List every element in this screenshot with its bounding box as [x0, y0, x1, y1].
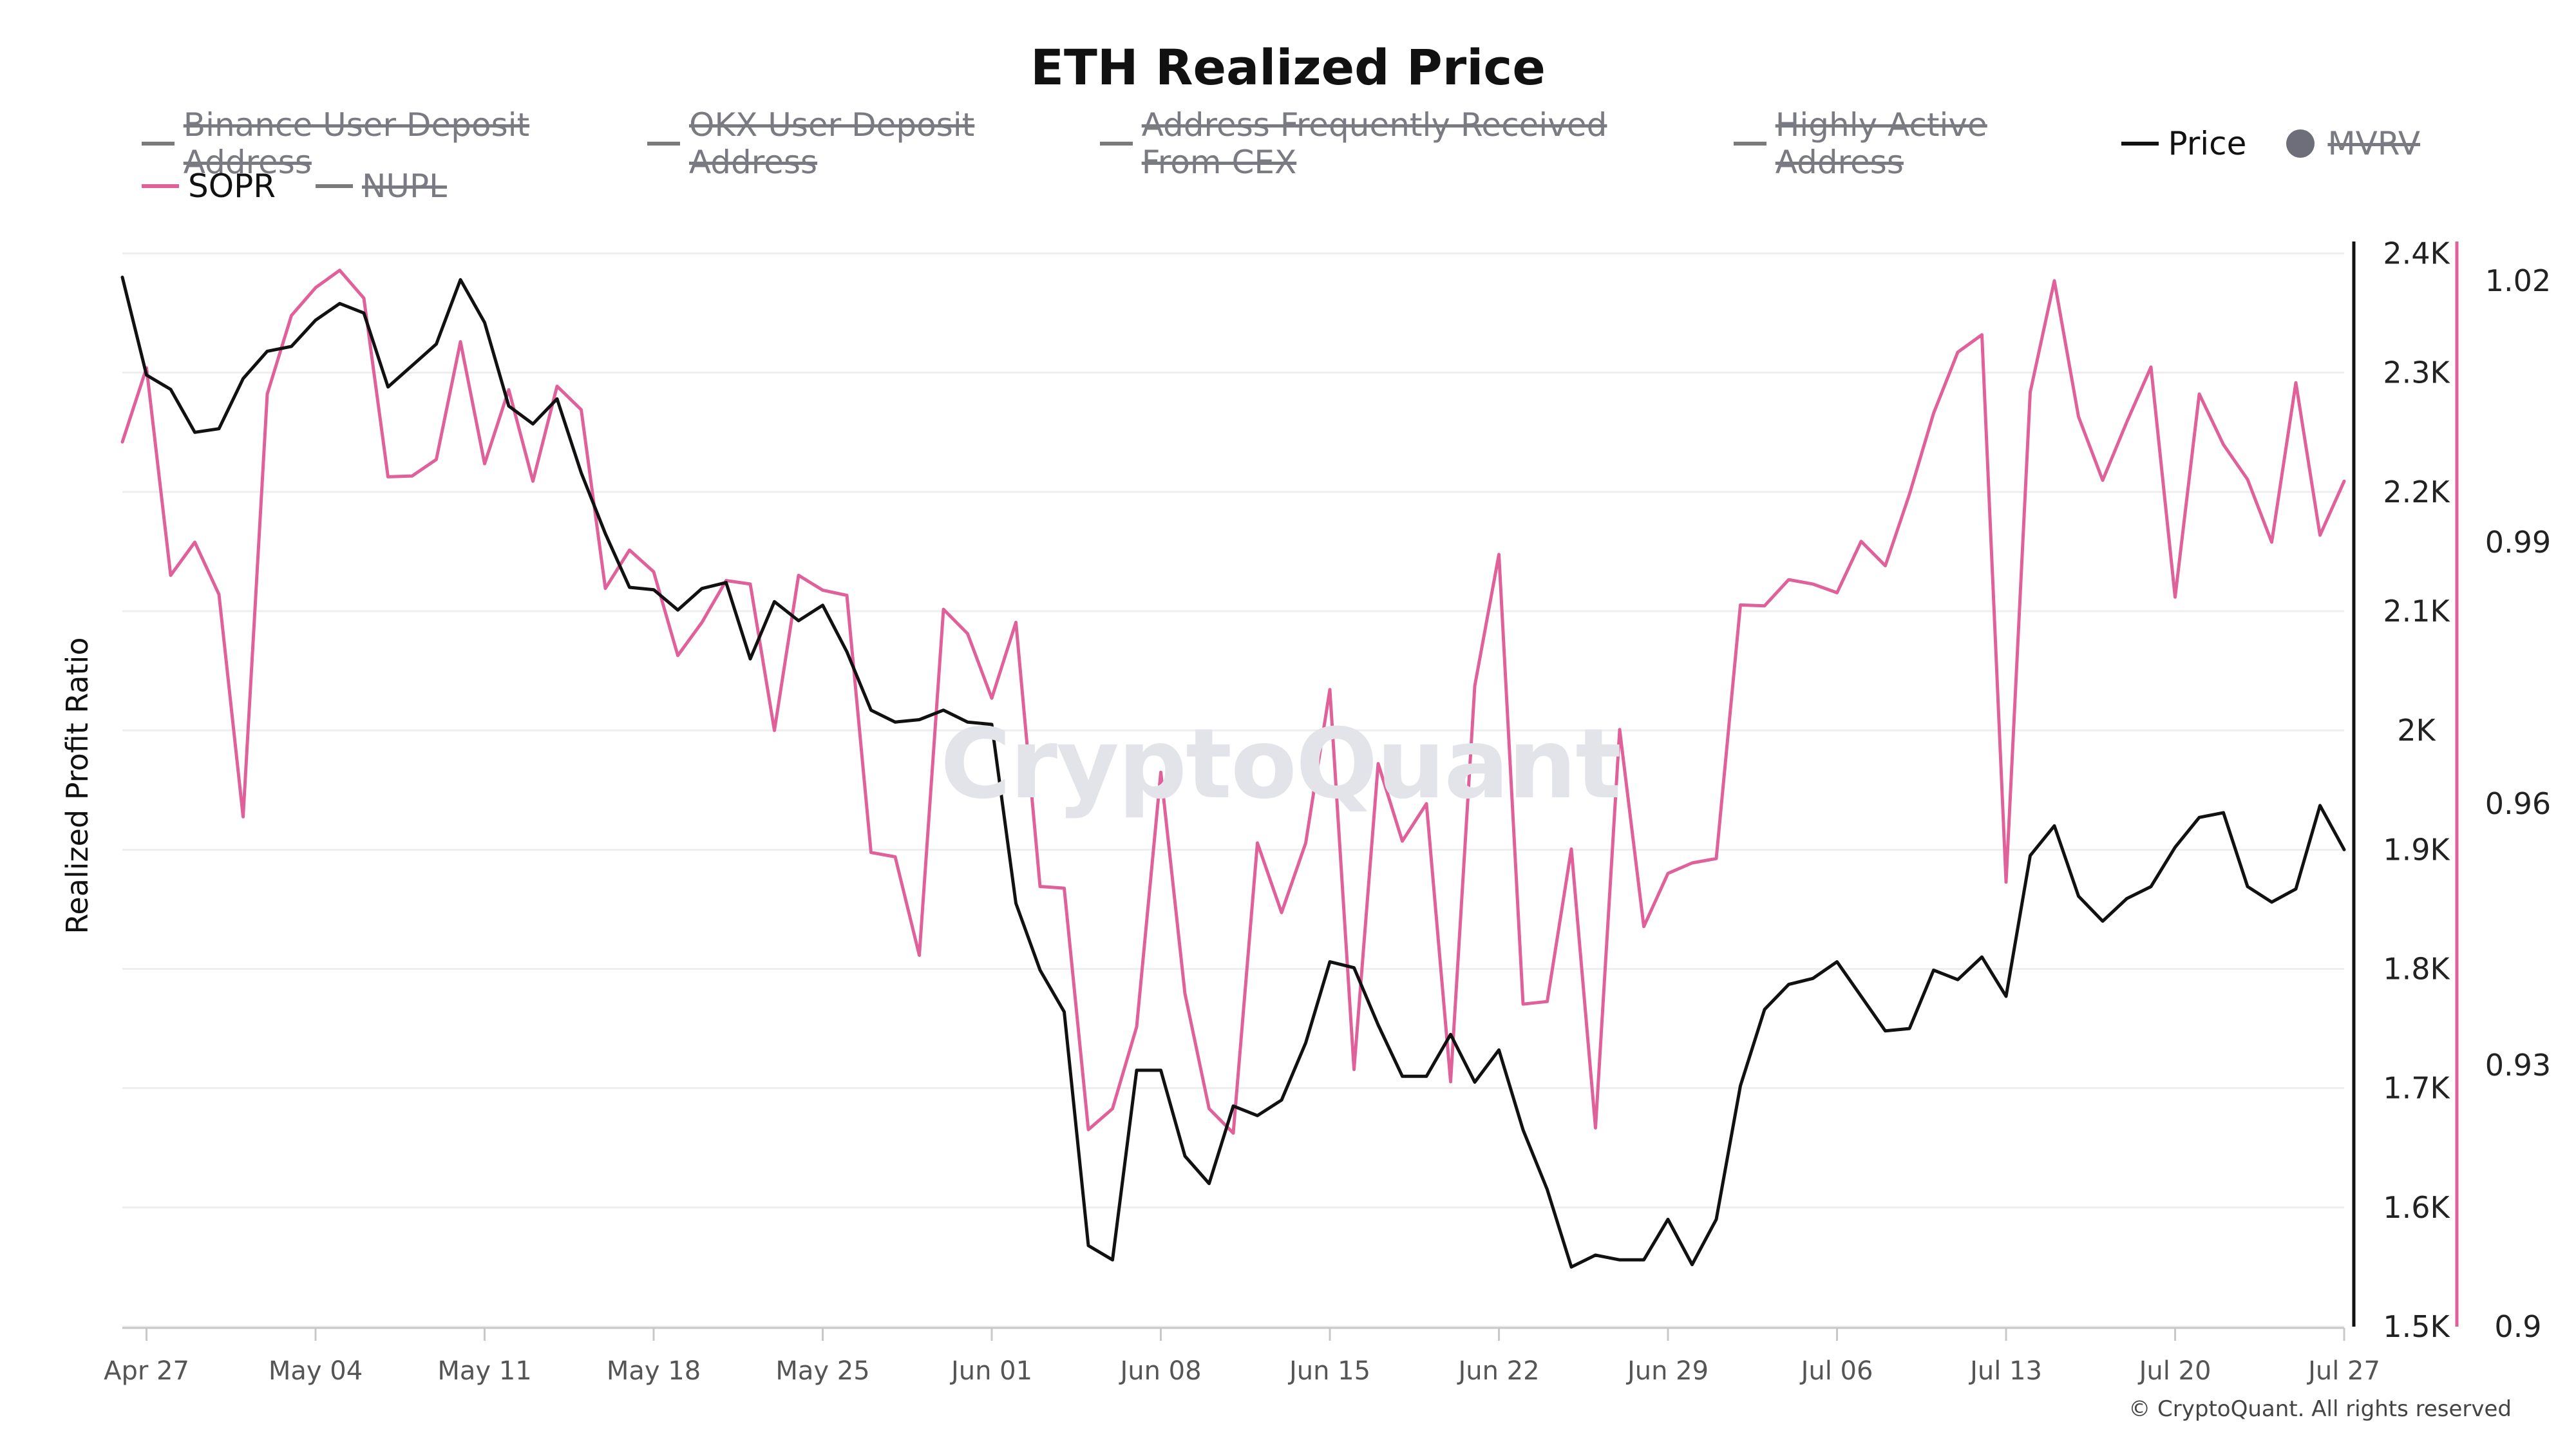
- legend-label: MVRV: [2327, 125, 2420, 162]
- sopr-tick-label: 0.99: [2485, 525, 2551, 560]
- legend-row: Binance User Deposit Address OKX User Dep…: [142, 106, 2460, 181]
- series-lines: [120, 269, 2346, 1269]
- x-tick-label: Jun 22: [1456, 1356, 1539, 1386]
- legend-item-price[interactable]: Price: [2121, 125, 2246, 162]
- price-tick-label: 1.7K: [2383, 1071, 2450, 1106]
- legend-label: SOPR: [188, 167, 276, 205]
- series-line-sopr: [120, 269, 2346, 1135]
- legend-line-icon: [2121, 142, 2159, 146]
- legend-item-address-frequently-received-from-cex[interactable]: Address Frequently Received From CEX: [1099, 106, 1694, 181]
- price-tick-label: 2.4K: [2383, 236, 2450, 271]
- legend-dot-icon: [2286, 129, 2315, 158]
- legend-label: Address Frequently Received From CEX: [1141, 106, 1607, 181]
- legend: Binance User Deposit Address OKX User Dep…: [142, 106, 2460, 207]
- x-tick-label: May 11: [437, 1356, 531, 1386]
- legend-line-icon: [142, 142, 175, 146]
- legend-item-mvrv[interactable]: MVRV: [2286, 125, 2420, 162]
- legend-label: OKX User Deposit Address: [688, 106, 975, 181]
- x-tick-label: May 25: [775, 1356, 869, 1386]
- legend-item-binance-user-deposit-address[interactable]: Binance User Deposit Address: [142, 106, 607, 181]
- legend-item-sopr[interactable]: SOPR: [142, 167, 276, 205]
- chart-title: ETH Realized Price: [1030, 39, 1546, 96]
- price-tick-label: 2.1K: [2383, 594, 2450, 629]
- legend-row: SOPR NUPL: [142, 165, 2460, 207]
- x-tick-label: May 04: [269, 1356, 363, 1386]
- legend-line-icon: [647, 142, 680, 146]
- legend-label: NUPL: [362, 167, 448, 205]
- price-tick-label: 1.5K: [2383, 1309, 2450, 1344]
- x-tick-label: Jun 15: [1287, 1356, 1370, 1386]
- y-axis-label: Realized Profit Ratio: [60, 637, 95, 934]
- x-axis: Apr 27 May 04 May 11 May 18 May 25 Jun 01 Jun …: [104, 1327, 2380, 1386]
- x-tick-label: Jul 06: [1799, 1356, 1873, 1386]
- price-axis: 1.5K 1.6K 1.7K 1.8K 1.9K 2K 2.1K 2.2K 2.3K 2.4K: [2352, 236, 2450, 1344]
- legend-line-icon: [1734, 142, 1766, 146]
- legend-line-icon: [1099, 142, 1133, 146]
- gridlines: [122, 252, 2344, 1328]
- x-tick-label: Jun 08: [1118, 1356, 1201, 1386]
- x-tick-label: May 18: [607, 1356, 701, 1386]
- legend-item-highly-active-address[interactable]: Highly Active Address: [1734, 106, 2081, 181]
- sopr-tick-label: 0.96: [2485, 786, 2551, 821]
- price-tick-label: 2.3K: [2383, 355, 2450, 390]
- legend-label: Price: [2168, 125, 2247, 162]
- price-tick-label: 2K: [2397, 713, 2436, 748]
- price-tick-label: 1.6K: [2383, 1190, 2450, 1225]
- price-tick-label: 1.9K: [2383, 832, 2450, 867]
- copyright-credit: © CryptoQuant. All rights reserved: [2128, 1396, 2512, 1422]
- legend-line-icon: [316, 184, 353, 188]
- x-tick-label: Jun 01: [949, 1356, 1032, 1386]
- series-line-price: [120, 276, 2346, 1269]
- legend-line-icon: [142, 184, 179, 188]
- x-tick-label: Apr 27: [104, 1356, 189, 1386]
- sopr-axis: 0.9 0.93 0.96 0.99 1.02: [2455, 242, 2551, 1344]
- legend-label: Highly Active Address: [1775, 106, 1987, 181]
- sopr-tick-label: 1.02: [2485, 263, 2551, 298]
- x-tick-label: Jun 29: [1625, 1356, 1709, 1386]
- price-tick-label: 2.2K: [2383, 475, 2450, 509]
- legend-item-okx-user-deposit-address[interactable]: OKX User Deposit Address: [647, 106, 1060, 181]
- x-tick-label: Jul 20: [2137, 1356, 2211, 1386]
- sopr-tick-label: 0.9: [2494, 1309, 2541, 1344]
- price-tick-label: 1.8K: [2383, 952, 2450, 987]
- legend-item-nupl[interactable]: NUPL: [316, 167, 447, 205]
- sopr-tick-label: 0.93: [2485, 1048, 2551, 1083]
- x-tick-label: Jul 13: [1968, 1356, 2042, 1386]
- legend-label: Binance User Deposit Address: [183, 106, 530, 181]
- x-tick-label: Jul 27: [2306, 1356, 2380, 1386]
- watermark: CryptoQuant: [940, 708, 1622, 820]
